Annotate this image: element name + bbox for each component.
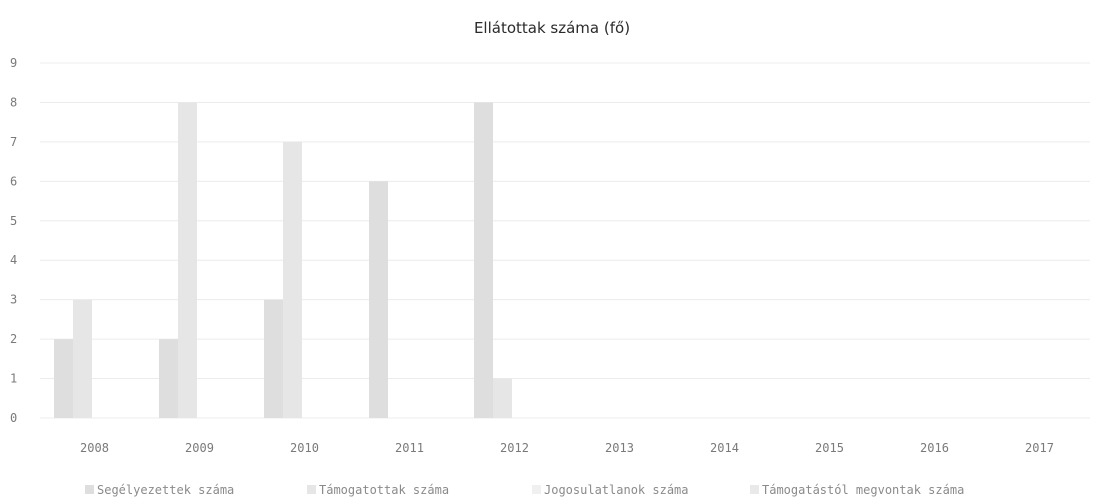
- y-tick-label: 2: [10, 332, 17, 346]
- y-tick-label: 4: [10, 253, 17, 267]
- x-tick-label: 2008: [80, 441, 109, 455]
- y-tick-label: 7: [10, 135, 17, 149]
- legend-swatch: [85, 485, 94, 494]
- bar: [264, 299, 283, 418]
- legend: Segélyezettek száma Támogatottak száma Jog…: [85, 483, 964, 497]
- bar: [283, 141, 302, 418]
- bar: [474, 102, 493, 418]
- bars: [54, 102, 512, 418]
- legend-swatch: [307, 485, 316, 494]
- legend-swatch: [532, 485, 541, 494]
- y-tick-label: 6: [10, 174, 17, 188]
- bar: [54, 339, 73, 418]
- y-tick-label: 0: [10, 411, 17, 425]
- legend-label: Jogosulatlanok száma: [544, 483, 689, 497]
- x-tick-label: 2013: [605, 441, 634, 455]
- x-tick-label: 2014: [710, 441, 739, 455]
- x-tick-label: 2010: [290, 441, 319, 455]
- x-tick-label: 2009: [185, 441, 214, 455]
- legend-label: Támogatottak száma: [319, 483, 449, 497]
- chart-title: Ellátottak száma (fő): [474, 19, 630, 37]
- bar: [493, 378, 512, 418]
- y-tick-label: 3: [10, 293, 17, 307]
- x-tick-label: 2015: [815, 441, 844, 455]
- legend-swatch: [750, 485, 759, 494]
- y-tick-label: 1: [10, 372, 17, 386]
- y-tick-label: 8: [10, 95, 17, 109]
- bar: [159, 339, 178, 418]
- bar: [178, 102, 197, 418]
- bar: [369, 181, 388, 418]
- x-tick-label: 2017: [1025, 441, 1054, 455]
- gridlines: [40, 62, 1090, 419]
- bar: [73, 299, 92, 418]
- x-tick-label: 2016: [920, 441, 949, 455]
- y-tick-label: 9: [10, 56, 17, 70]
- x-tick-label: 2012: [500, 441, 529, 455]
- x-tick-label: 2011: [395, 441, 424, 455]
- y-tick-label: 5: [10, 214, 17, 228]
- legend-label: Segélyezettek száma: [97, 483, 234, 497]
- x-axis-ticks: 2008 2009 2010 2011 2012 2013 2014 2015 2016 2017: [80, 441, 1054, 455]
- y-axis-ticks: 0 1 2 3 4 5 6 7 8 9: [10, 56, 17, 425]
- legend-label: Támogatástól megvontak száma: [762, 483, 964, 497]
